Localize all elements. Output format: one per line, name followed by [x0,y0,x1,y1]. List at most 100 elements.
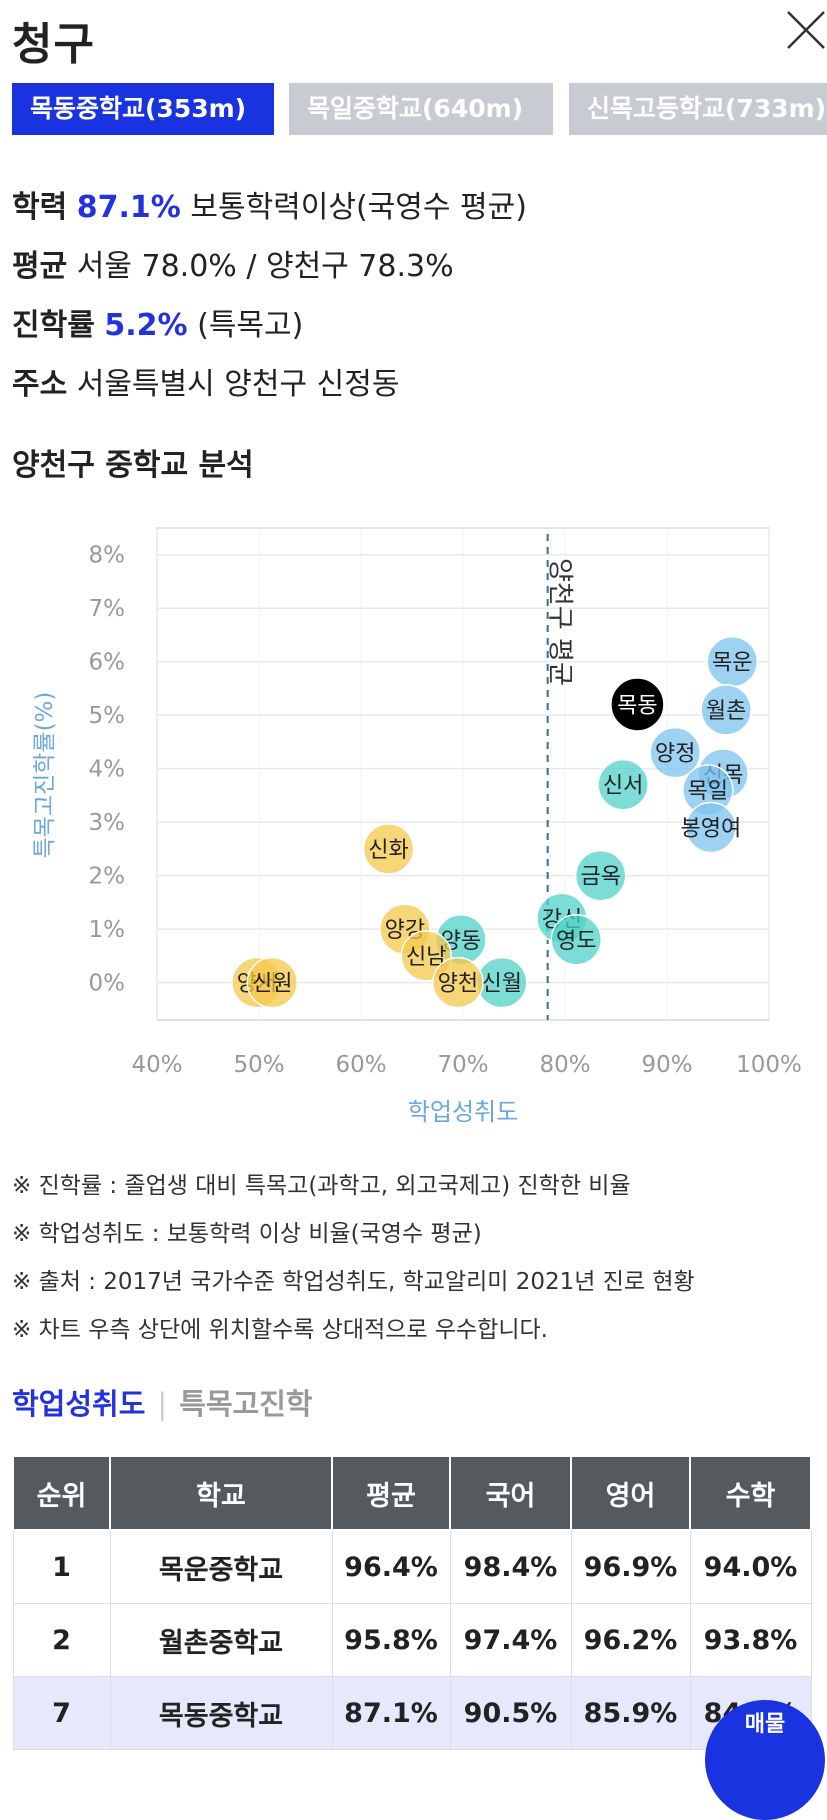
point-label: 영도 [556,929,596,954]
x-tick-label: 40% [131,1052,182,1078]
note-source: ※ 출처 : 2017년 국가수준 학업성취도, 학교알리미 2021년 진로 … [12,1269,695,1295]
advancement-row: 진학률 5.2% (특목고) [12,300,303,344]
point-marker [550,914,602,966]
note-guide: ※ 차트 우측 상단에 위치할수록 상대적으로 우수합니다. [12,1317,548,1343]
point-label: 목동 [617,693,657,718]
cell-english: 96.9% [570,1529,691,1604]
table-row[interactable]: 2 월촌중학교 95.8% 97.4% 96.2% 93.8% [12,1603,812,1677]
table-row-highlighted[interactable]: 7 목동중학교 87.1% 90.5% 85.9% 84.9% [12,1676,812,1750]
scatter-point[interactable]: 금옥 [574,849,627,902]
header-school: 학교 [109,1455,333,1531]
cell-average: 95.8% [331,1603,451,1677]
scatter-point[interactable]: 신원 [246,956,299,1009]
subtab-special-high[interactable]: 특목고진학 [179,1387,313,1421]
x-tick-label: 80% [539,1052,590,1078]
point-label: 양천 [438,972,478,997]
point-marker [432,956,484,1009]
y-axis-ticks: 0% 1% 2% 3% 4% 5% 6% 7% 8% [89,543,126,997]
header-rank: 순위 [12,1455,111,1531]
tab-mokil-middle[interactable]: 목일중학교(640m) [289,83,553,135]
point-label: 봉영여 [680,816,741,841]
cell-school: 목동중학교 [109,1676,333,1750]
tab-sinmok-high[interactable]: 신목고등학교(733m) [569,83,827,135]
y-tick-label: 6% [89,650,126,676]
y-tick-label: 4% [89,757,126,783]
average-line-label: 양천구 평균 [545,558,575,686]
achievement-desc: 보통학력이상(국영수 평균) [190,190,527,225]
scatter-point[interactable]: 양정 [649,726,701,779]
table-header-row: 순위 학교 평균 국어 영어 수학 [12,1455,812,1531]
x-tick-label: 100% [736,1052,802,1078]
point-label: 월촌 [706,699,746,724]
cell-average: 87.1% [331,1676,451,1750]
section-title: 양천구 중학교 분석 [12,448,254,483]
cell-english: 96.2% [570,1603,691,1677]
advancement-label: 진학률 [12,308,95,343]
point-marker [700,684,752,736]
scatter-point[interactable]: 봉영여 [680,801,741,854]
point-label: 목운 [712,651,752,676]
tab-mokdong-middle[interactable]: 목동중학교(353m) [12,83,274,135]
x-tick-label: 90% [641,1052,692,1078]
x-tick-label: 60% [335,1052,386,1078]
cell-school: 목운중학교 [109,1529,333,1604]
y-tick-label: 8% [89,543,126,569]
point-marker [246,956,299,1009]
point-marker [611,678,664,731]
y-tick-label: 1% [89,917,126,943]
scatter-point[interactable]: 양천 [432,956,484,1009]
scatter-point[interactable]: 영도 [550,914,602,966]
listings-button[interactable]: 매물 [705,1700,825,1820]
point-marker [574,849,627,902]
achievement-value: 87.1% [76,190,181,225]
subtab-achievement[interactable]: 학업성취도 [12,1387,146,1421]
point-marker [597,758,649,811]
y-axis-label: 특목고진학률(%) [32,692,58,859]
scatter-point[interactable]: 목일 [682,764,734,816]
header-average: 평균 [331,1455,451,1531]
scatter-point[interactable]: 신서 [597,758,649,811]
scatter-point[interactable]: 신화 [362,823,415,875]
point-label: 양정 [655,742,695,767]
address-value: 서울특별시 양천구 신정동 [76,367,400,402]
cell-english: 85.9% [570,1676,691,1750]
note-achievement: ※ 학업성취도 : 보통학력 이상 비율(국영수 평균) [12,1221,482,1247]
y-tick-label: 3% [89,810,126,836]
cell-average: 96.4% [331,1529,451,1604]
scatter-point[interactable]: 신월 [476,956,528,1009]
x-axis-ticks: 40% 50% 60% 70% 80% 90% 100% [131,1052,801,1078]
ranking-table: 순위 학교 평균 국어 영어 수학 1 목운중학교 96.4% 98.4% 96… [12,1455,812,1750]
close-icon[interactable] [786,10,826,50]
header-math: 수학 [689,1455,812,1531]
advancement-desc: (특목고) [197,308,304,343]
header-english: 영어 [570,1455,691,1531]
achievement-label: 학력 [12,190,68,225]
cell-rank: 1 [12,1529,111,1604]
point-label: 신월 [482,972,522,997]
point-label: 신서 [603,774,643,799]
scatter-point[interactable]: 목동 [611,678,664,731]
scatter-chart: 0% 1% 2% 3% 4% 5% 6% 7% 8% 40% 50% 60% 70% 80% 90% 100… [32,527,802,1126]
cell-rank: 7 [12,1676,111,1750]
cell-rank: 2 [12,1603,111,1677]
school-tabs: 목동중학교(353m) 목일중학교(640m) 신목고등학교(733m) [12,83,827,135]
x-tick-label: 70% [437,1052,488,1078]
header-korean: 국어 [449,1455,572,1531]
x-tick-label: 50% [233,1052,284,1078]
average-row: 평균 서울 78.0% / 양천구 78.3% [12,241,454,285]
cell-korean: 90.5% [449,1676,572,1750]
chart-points: 목운월촌목동양정신목목일봉영여신서금옥강신영도신월양동신화양강신남양천양서신원 [231,635,759,1009]
scatter-point[interactable]: 목운 [706,635,759,688]
cell-math: 94.0% [689,1529,812,1604]
note-advancement: ※ 진학률 : 졸업생 대비 특목고(과학고, 외고국제고) 진학한 비율 [12,1173,631,1199]
cell-korean: 98.4% [449,1529,572,1604]
table-row[interactable]: 1 목운중학교 96.4% 98.4% 96.9% 94.0% [12,1529,812,1604]
address-row: 주소 서울특별시 양천구 신정동 [12,359,399,403]
achievement-row: 학력 87.1% 보통학력이상(국영수 평균) [12,182,527,226]
header: 청구 [0,0,827,82]
average-value: 서울 78.0% / 양천구 78.3% [76,249,454,284]
y-tick-label: 5% [89,703,126,729]
scatter-point[interactable]: 월촌 [700,684,752,736]
cell-korean: 97.4% [449,1603,572,1677]
point-label: 신화 [368,838,408,863]
